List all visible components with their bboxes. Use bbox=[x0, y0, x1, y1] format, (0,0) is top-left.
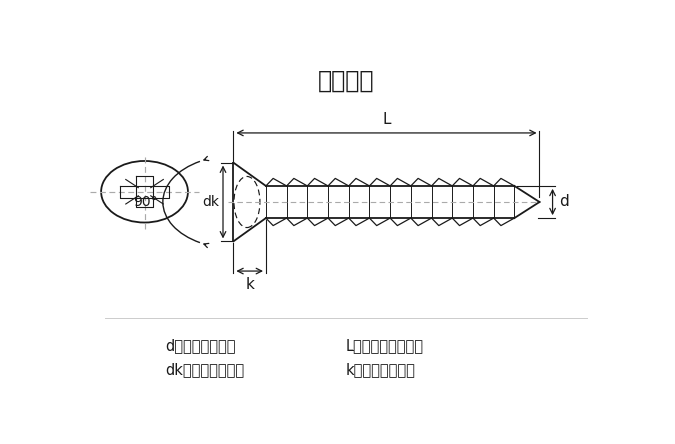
Text: 90°: 90° bbox=[133, 195, 157, 209]
Text: 产品测量: 产品测量 bbox=[318, 69, 374, 93]
Text: k：代表头部厚度: k：代表头部厚度 bbox=[346, 362, 416, 377]
Text: L：代表螺钉总长度: L：代表螺钉总长度 bbox=[346, 338, 424, 353]
Text: L: L bbox=[382, 112, 391, 127]
Text: d：代表螺纹直径: d：代表螺纹直径 bbox=[165, 338, 236, 353]
Text: d: d bbox=[559, 194, 568, 210]
Text: dk: dk bbox=[202, 195, 219, 209]
Text: dk：代表头部直径: dk：代表头部直径 bbox=[165, 362, 244, 377]
Text: k: k bbox=[245, 277, 254, 292]
